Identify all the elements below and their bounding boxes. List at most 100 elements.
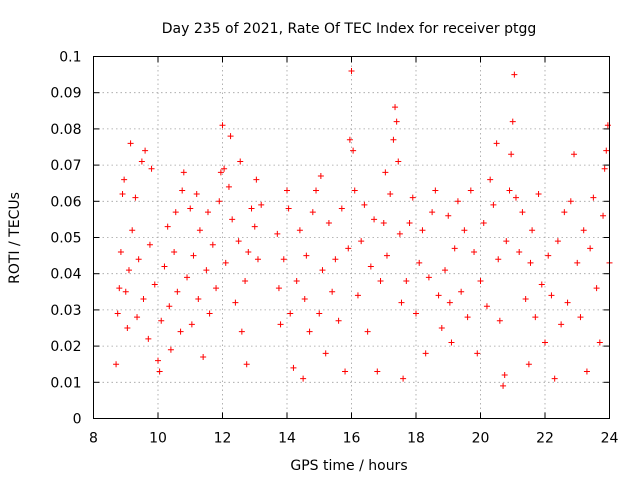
data-point [367, 263, 374, 270]
data-point [390, 136, 397, 143]
data-point [138, 158, 145, 165]
data-point [493, 140, 500, 147]
data-point [332, 256, 339, 263]
y-tick-label: 0.07 [50, 158, 81, 174]
grid-lines [93, 56, 610, 419]
data-point [480, 220, 487, 227]
data-point [284, 187, 290, 194]
x-tick-label: 24 [601, 431, 619, 447]
data-point [229, 216, 236, 223]
data-point [209, 241, 216, 248]
data-point [387, 191, 394, 198]
x-tick-label: 8 [89, 431, 98, 447]
data-point [195, 296, 202, 303]
data-point [317, 172, 324, 179]
data-point [446, 299, 453, 306]
data-point [509, 118, 516, 125]
data-point [500, 382, 507, 389]
data-point [506, 187, 513, 194]
data-point [580, 227, 587, 234]
y-tick-label: 0.02 [50, 339, 81, 355]
data-point [316, 310, 323, 317]
data-point [179, 187, 186, 194]
data-point [593, 285, 600, 292]
data-point [338, 205, 345, 212]
data-point [124, 325, 131, 331]
data-point [454, 198, 461, 205]
data-point [519, 209, 526, 216]
data-point [155, 357, 161, 364]
data-point [400, 375, 407, 382]
data-point [119, 191, 126, 198]
data-point [371, 216, 378, 223]
data-point [193, 191, 200, 198]
data-points [113, 67, 613, 389]
x-tick-label: 20 [472, 431, 490, 447]
data-point [122, 288, 129, 295]
data-point [438, 325, 445, 331]
data-point [151, 281, 158, 288]
data-point [158, 317, 165, 324]
data-point [221, 165, 228, 172]
data-point [300, 375, 307, 382]
data-point [503, 238, 510, 245]
data-point [467, 187, 474, 194]
data-point [142, 147, 149, 154]
data-point [329, 288, 336, 295]
x-tick-label: 18 [407, 431, 425, 447]
data-point [121, 176, 128, 183]
data-point [213, 285, 220, 292]
data-point [350, 147, 357, 154]
data-point [495, 256, 502, 263]
data-point [393, 118, 400, 125]
data-point [409, 194, 416, 201]
data-point [346, 136, 353, 143]
data-point [425, 274, 432, 281]
y-tick-label: 0.09 [50, 86, 81, 102]
y-axis-title: ROTI / TECUs [7, 192, 23, 284]
data-point [451, 245, 458, 252]
data-point [293, 277, 300, 284]
data-point [603, 147, 610, 154]
data-point [403, 277, 410, 284]
data-point [496, 317, 503, 324]
data-point [167, 346, 174, 353]
y-tick-label: 0 [73, 412, 82, 428]
data-point [129, 227, 136, 234]
data-point [445, 212, 452, 219]
data-point [238, 328, 245, 335]
data-point [571, 151, 578, 158]
data-point [243, 361, 250, 368]
data-point [187, 205, 194, 212]
data-point [596, 339, 603, 346]
data-point [235, 238, 242, 245]
data-point [171, 248, 178, 255]
data-point [274, 230, 281, 237]
data-point [303, 252, 310, 259]
data-point [325, 220, 332, 227]
y-tick-label: 0.05 [50, 231, 81, 247]
data-point [487, 176, 494, 183]
data-point [419, 227, 426, 234]
data-point [148, 165, 155, 172]
data-point [545, 252, 552, 259]
data-point [216, 198, 223, 205]
data-point [335, 317, 342, 324]
data-point [319, 267, 326, 274]
data-point [237, 158, 244, 165]
data-point [574, 259, 581, 266]
y-tick-labels: 0 0.01 0.02 0.03 0.04 0.05 0.06 0.07 0.08 0.09 0.1 [50, 50, 81, 428]
data-point [392, 104, 399, 111]
data-point [275, 285, 282, 292]
data-point [248, 205, 255, 212]
data-point [542, 339, 548, 346]
data-point [422, 350, 429, 357]
data-point [140, 296, 147, 303]
data-point [204, 209, 211, 216]
data-point [587, 245, 594, 252]
data-point [245, 248, 252, 255]
data-point [174, 288, 181, 295]
data-point [548, 292, 555, 299]
data-point [258, 201, 265, 208]
